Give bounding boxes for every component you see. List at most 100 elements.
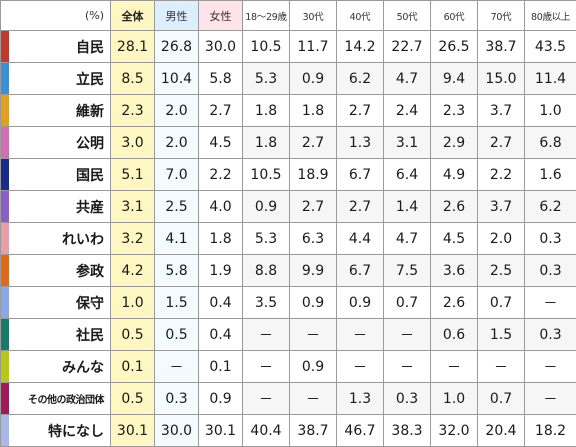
- value-cell-age-18-29: 1.8: [243, 127, 290, 159]
- value-cell-age-30s: －: [290, 383, 337, 415]
- value-cell-age-18-29: 3.5: [243, 287, 290, 319]
- value-cell-age-70s: 2.2: [478, 159, 525, 191]
- value-cell-age-80-plus: 11.4: [525, 63, 576, 95]
- value-cell-age-50s: 7.5: [384, 255, 431, 287]
- party-color-swatch: [1, 383, 9, 414]
- value-cell-total: 5.1: [111, 159, 155, 191]
- value-cell-age-80-plus: 18.2: [525, 415, 576, 447]
- value-cell-age-30s: 6.3: [290, 223, 337, 255]
- value-cell-age-80-plus: －: [525, 383, 576, 415]
- party-name-cell: 国民: [1, 159, 111, 191]
- party-color-swatch: [1, 351, 9, 382]
- value-cell-male: 5.8: [155, 255, 199, 287]
- value-cell-age-18-29: 10.5: [243, 159, 290, 191]
- value-cell-female: 5.8: [199, 63, 243, 95]
- value-cell-age-40s: 46.7: [337, 415, 384, 447]
- value-cell-age-40s: 2.7: [337, 191, 384, 223]
- value-cell-total: 30.1: [111, 415, 155, 447]
- party-color-swatch: [1, 255, 9, 286]
- party-color-swatch: [1, 63, 9, 94]
- value-cell-age-50s: 0.7: [384, 287, 431, 319]
- value-cell-male: 0.5: [155, 319, 199, 351]
- value-cell-age-40s: 6.7: [337, 255, 384, 287]
- value-cell-age-18-29: －: [243, 383, 290, 415]
- value-cell-total: 0.1: [111, 351, 155, 383]
- value-cell-age-40s: 6.2: [337, 63, 384, 95]
- value-cell-age-40s: 4.4: [337, 223, 384, 255]
- value-cell-total: 4.2: [111, 255, 155, 287]
- party-name-cell: 特になし: [1, 415, 111, 447]
- party-name-cell: 立民: [1, 63, 111, 95]
- party-name: みんな: [62, 360, 104, 376]
- value-cell-total: 0.5: [111, 383, 155, 415]
- value-cell-age-50s: 38.3: [384, 415, 431, 447]
- value-cell-age-60s: 1.0: [431, 383, 478, 415]
- value-cell-age-50s: 1.4: [384, 191, 431, 223]
- value-cell-age-30s: 11.7: [290, 31, 337, 63]
- value-cell-age-18-29: 1.8: [243, 95, 290, 127]
- party-name-cell: れいわ: [1, 223, 111, 255]
- value-cell-female: 2.2: [199, 159, 243, 191]
- value-cell-age-50s: 4.7: [384, 223, 431, 255]
- value-cell-female: 0.4: [199, 319, 243, 351]
- value-cell-age-80-plus: 1.6: [525, 159, 576, 191]
- party-name: 国民: [76, 168, 104, 184]
- value-cell-age-70s: 0.7: [478, 287, 525, 319]
- value-cell-male: 30.0: [155, 415, 199, 447]
- party-name: その他の政治団体: [28, 395, 104, 406]
- value-cell-age-30s: 18.9: [290, 159, 337, 191]
- party-name-cell: 自民: [1, 31, 111, 63]
- party-name: 自民: [76, 40, 104, 56]
- value-cell-female: 1.8: [199, 223, 243, 255]
- party-color-swatch: [1, 287, 9, 318]
- value-cell-age-50s: －: [384, 351, 431, 383]
- header-row: (%) 全体 男性 女性 18～29歳 30代 40代 50代 60代 70代 …: [1, 1, 576, 31]
- value-cell-age-70s: 3.7: [478, 95, 525, 127]
- value-cell-age-60s: 2.6: [431, 287, 478, 319]
- unit-label: (%): [1, 1, 111, 31]
- party-name: 立民: [76, 72, 104, 88]
- value-cell-age-18-29: －: [243, 319, 290, 351]
- party-name-cell: その他の政治団体: [1, 383, 111, 415]
- value-cell-total: 3.2: [111, 223, 155, 255]
- column-header-age-80-plus: 80歳以上: [525, 1, 576, 31]
- value-cell-age-50s: 2.4: [384, 95, 431, 127]
- value-cell-total: 3.0: [111, 127, 155, 159]
- value-cell-age-50s: 22.7: [384, 31, 431, 63]
- value-cell-age-40s: 1.3: [337, 127, 384, 159]
- value-cell-male: 7.0: [155, 159, 199, 191]
- value-cell-age-60s: 2.9: [431, 127, 478, 159]
- value-cell-age-80-plus: 0.3: [525, 319, 576, 351]
- column-header-female: 女性: [199, 1, 243, 31]
- value-cell-age-60s: 0.6: [431, 319, 478, 351]
- column-header-age-50s: 50代: [384, 1, 431, 31]
- value-cell-age-80-plus: 1.0: [525, 95, 576, 127]
- party-color-swatch: [1, 319, 9, 350]
- value-cell-age-40s: 0.9: [337, 287, 384, 319]
- value-cell-age-80-plus: 6.2: [525, 191, 576, 223]
- value-cell-age-18-29: 5.3: [243, 63, 290, 95]
- column-header-age-70s: 70代: [478, 1, 525, 31]
- value-cell-total: 28.1: [111, 31, 155, 63]
- value-cell-age-70s: 38.7: [478, 31, 525, 63]
- value-cell-age-70s: 2.0: [478, 223, 525, 255]
- party-name-cell: 公明: [1, 127, 111, 159]
- value-cell-age-40s: 6.7: [337, 159, 384, 191]
- value-cell-female: 0.4: [199, 287, 243, 319]
- value-cell-age-18-29: －: [243, 351, 290, 383]
- value-cell-age-80-plus: 0.3: [525, 255, 576, 287]
- value-cell-female: 0.9: [199, 383, 243, 415]
- party-color-swatch: [1, 191, 9, 222]
- party-name-cell: 維新: [1, 95, 111, 127]
- party-color-swatch: [1, 31, 9, 62]
- column-header-age-40s: 40代: [337, 1, 384, 31]
